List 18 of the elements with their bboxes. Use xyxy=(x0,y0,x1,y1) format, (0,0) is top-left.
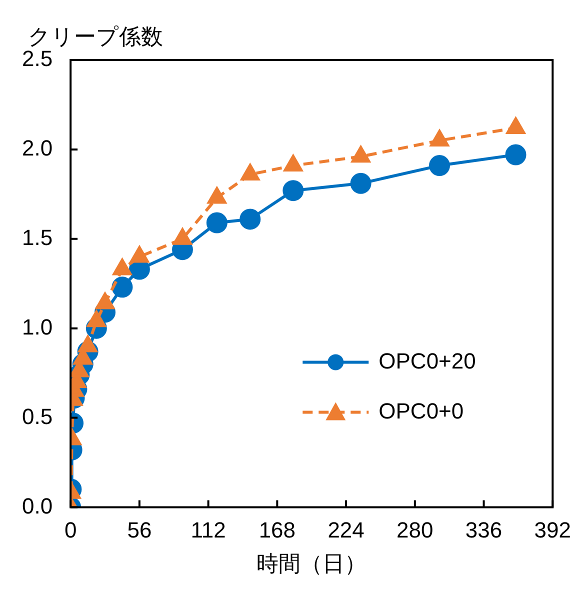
y-tick-label: 2.0 xyxy=(22,136,53,161)
x-tick-label: 280 xyxy=(396,517,434,542)
x-axis-title: 時間（日） xyxy=(256,550,367,576)
y-tick-label: 0.5 xyxy=(22,404,53,429)
y-tick-label: 1.0 xyxy=(22,314,53,340)
x-tick-label: 336 xyxy=(465,517,502,542)
y-tick-label: 0.0 xyxy=(22,493,53,518)
x-tick-label: 112 xyxy=(190,517,226,542)
legend-label: OPC0+20 xyxy=(378,348,476,374)
y-tick-label: 1.5 xyxy=(22,224,53,250)
x-tick-label: 392 xyxy=(534,517,572,542)
y-tick-label: 2.5 xyxy=(22,46,53,72)
x-tick-label: 168 xyxy=(258,517,296,542)
x-tick-label: 56 xyxy=(127,517,152,542)
x-tick-label: 224 xyxy=(328,517,364,542)
y-axis-title: クリープ係数 xyxy=(28,24,163,49)
legend-label: OPC0+0 xyxy=(378,398,464,424)
x-tick-label: 0 xyxy=(64,517,77,542)
